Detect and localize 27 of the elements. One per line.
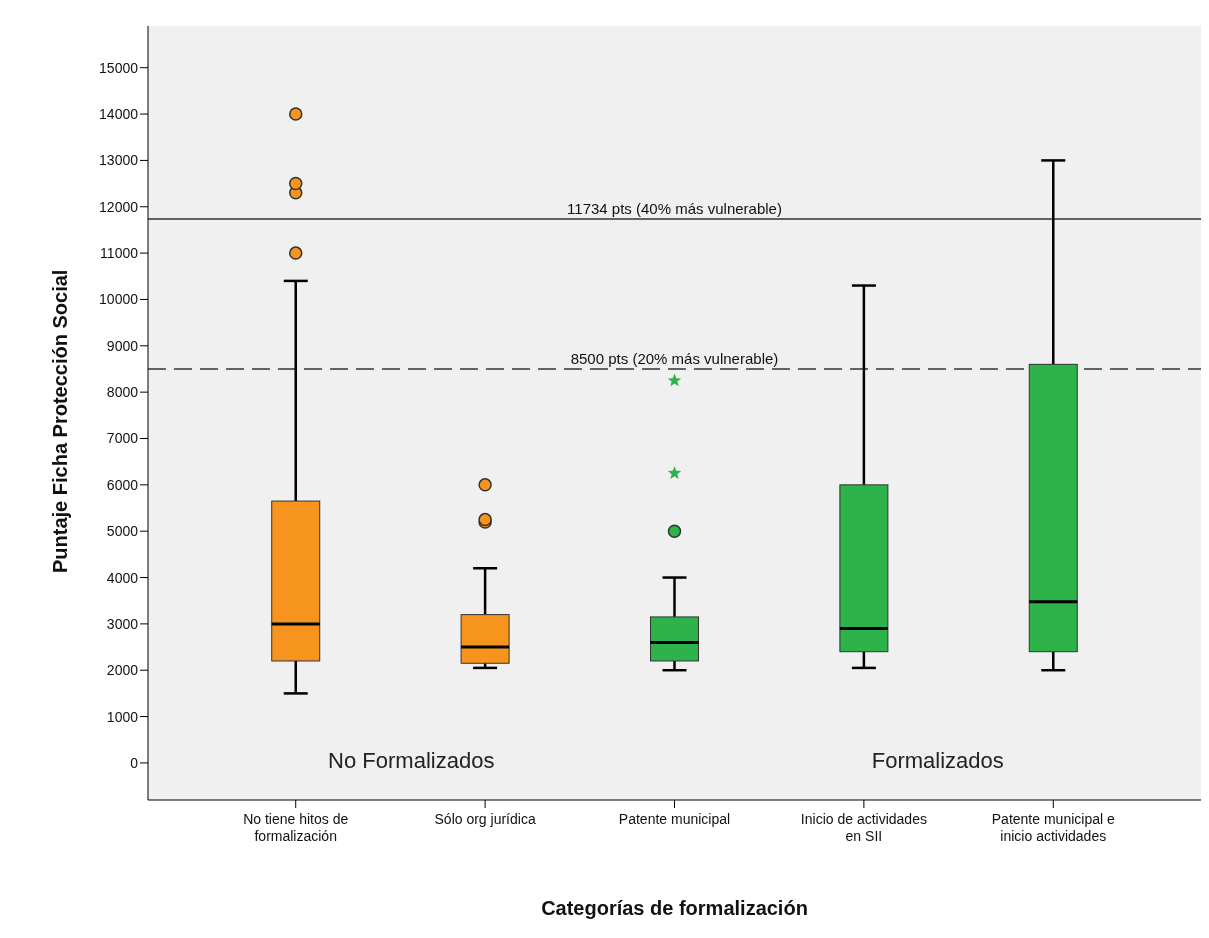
y-tick-label: 11000 [100,245,139,262]
y-tick-label: 14000 [99,106,139,123]
y-tick-label: 10000 [99,291,139,308]
y-tick-label: 8000 [106,384,139,401]
y-tick-label: 6000 [106,476,139,493]
y-tick-label: 2000 [106,662,139,679]
y-tick-label: 3000 [106,615,139,632]
ref-line-label: 11734 pts (40% más vulnerable) [567,200,782,218]
y-tick-label: 13000 [99,152,139,169]
x-axis-title: Categorías de formalización [541,897,808,919]
x-tick-label: Patente municipal e inicio actividades [991,811,1115,844]
y-tick-label: 4000 [106,569,139,586]
x-tick-label: Inicio de actividades en SII [800,811,927,844]
x-tick-label: Sólo org jurídica [434,811,536,827]
y-tick-label: 7000 [106,430,139,447]
ref-line-label: 8500 pts (20% más vulnerable) [570,349,779,367]
y-tick-label: 0 [130,754,139,771]
y-tick-label: 12000 [99,198,139,215]
y-axis-title: Puntaje Ficha Protección Social [49,269,72,573]
y-tick-label: 5000 [106,523,139,540]
y-tick-label: 9000 [106,337,139,354]
x-tick-label: No tiene hitos de formalización [243,811,349,844]
y-tick-label: 1000 [106,708,139,725]
annotation: Formalizados [870,748,1005,774]
x-tick-label: Patente municipal [618,811,731,827]
annotation: No Formalizados [327,748,496,774]
y-tick-label: 15000 [99,59,139,76]
